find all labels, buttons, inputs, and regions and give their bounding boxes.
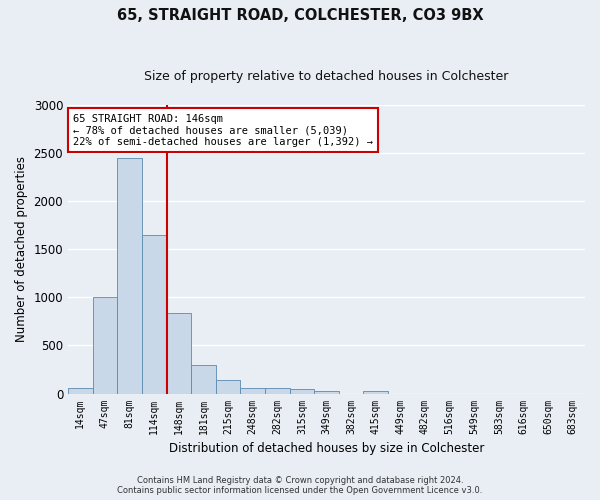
Bar — [142, 235, 167, 394]
Bar — [117, 158, 142, 394]
Y-axis label: Number of detached properties: Number of detached properties — [15, 156, 28, 342]
Title: Size of property relative to detached houses in Colchester: Size of property relative to detached ho… — [145, 70, 509, 83]
Bar — [191, 364, 216, 394]
Text: Contains HM Land Registry data © Crown copyright and database right 2024.
Contai: Contains HM Land Registry data © Crown c… — [118, 476, 482, 495]
Bar — [216, 380, 241, 394]
Bar — [314, 390, 339, 394]
Bar — [92, 297, 117, 394]
X-axis label: Distribution of detached houses by size in Colchester: Distribution of detached houses by size … — [169, 442, 484, 455]
Bar — [68, 388, 92, 394]
Text: 65 STRAIGHT ROAD: 146sqm
← 78% of detached houses are smaller (5,039)
22% of sem: 65 STRAIGHT ROAD: 146sqm ← 78% of detach… — [73, 114, 373, 147]
Bar — [241, 388, 265, 394]
Bar — [265, 388, 290, 394]
Text: 65, STRAIGHT ROAD, COLCHESTER, CO3 9BX: 65, STRAIGHT ROAD, COLCHESTER, CO3 9BX — [116, 8, 484, 22]
Bar — [167, 313, 191, 394]
Bar — [290, 388, 314, 394]
Bar — [364, 390, 388, 394]
